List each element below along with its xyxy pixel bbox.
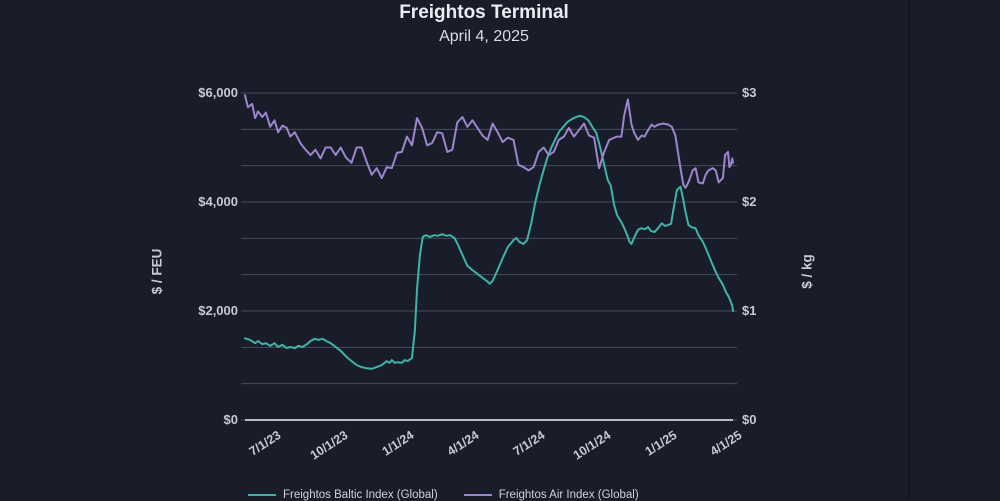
series-line-air[interactable] [244, 94, 734, 189]
left-axis-tick-label: $2,000 [198, 303, 238, 318]
right-axis-tick-label: $2 [742, 194, 757, 209]
right-axis-title: $ / kg [799, 254, 815, 289]
legend-label: Freightos Air Index (Global) [498, 489, 639, 501]
right-axis-tick-label: $3 [742, 85, 757, 100]
legend-label: Freightos Baltic Index (Global) [283, 489, 438, 501]
left-axis-tick-label: $4,000 [198, 194, 238, 209]
image-seam-line [908, 0, 910, 500]
series-line-baltic[interactable] [244, 114, 734, 370]
chart-legend: Freightos Baltic Index (Global) Freightos… [248, 489, 639, 501]
left-axis-title: $ / FEU [149, 248, 165, 295]
legend-line-swatch [248, 494, 276, 496]
right-axis-tick-label: $0 [742, 412, 757, 427]
legend-item-baltic[interactable]: Freightos Baltic Index (Global) [248, 489, 438, 501]
legend-item-air[interactable]: Freightos Air Index (Global) [463, 489, 639, 501]
left-axis-tick-label: $6,000 [198, 85, 238, 100]
right-axis-tick-label: $1 [742, 303, 757, 318]
left-axis-tick-label: $0 [223, 412, 238, 427]
legend-line-swatch [463, 494, 492, 496]
